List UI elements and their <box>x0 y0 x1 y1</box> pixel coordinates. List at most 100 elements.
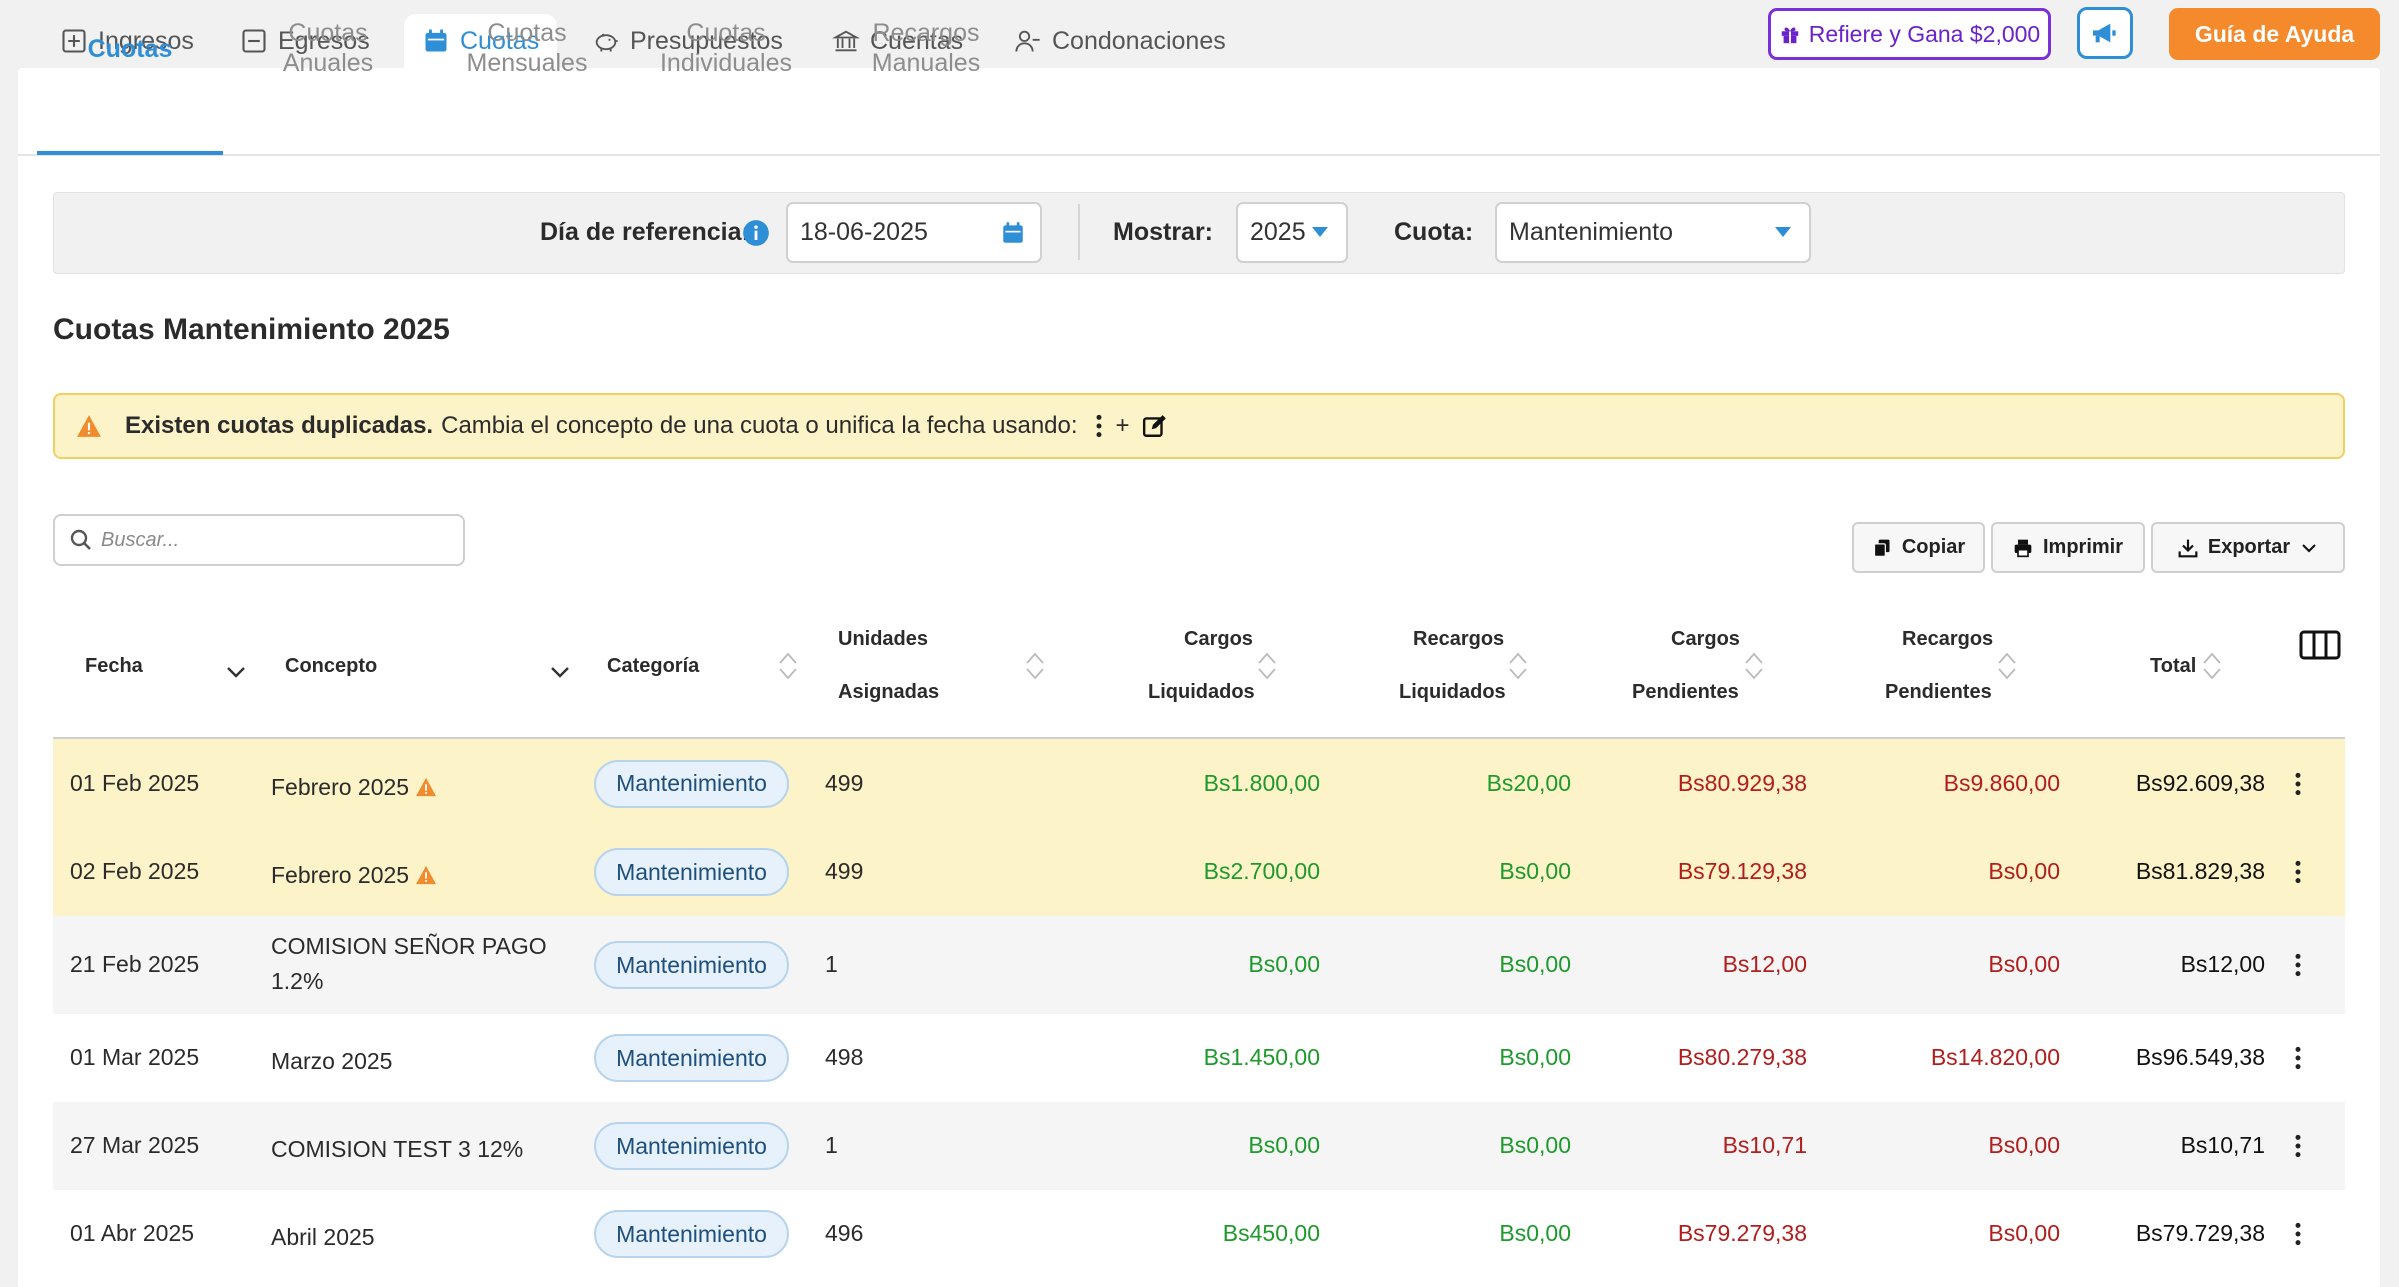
tab-condonaciones[interactable]: Condonaciones <box>1004 14 1236 68</box>
kebab-menu-icon[interactable] <box>2294 952 2302 978</box>
date-cell: 01 Feb 2025 <box>70 769 200 796</box>
cargos-liquidados-cell: Bs2.700,00 <box>1203 858 1320 884</box>
piggy-bank-icon <box>595 33 618 52</box>
concept-text: Febrero 2025 <box>271 773 410 800</box>
cargos-liquidados-cell: Bs0,00 <box>1248 951 1320 977</box>
user-minus-icon <box>1015 30 1040 52</box>
cuota-select[interactable]: Mantenimiento <box>1495 202 1811 263</box>
subtab-cuotas[interactable]: Cuotas <box>37 34 223 64</box>
col-header-fecha[interactable]: Fecha <box>85 655 143 677</box>
sort-icon[interactable] <box>2201 651 2223 681</box>
table-row[interactable]: 01 Feb 2025 Febrero 2025 Mantenimiento 499 B… <box>53 739 2345 828</box>
reference-date-value: 18-06-2025 <box>800 218 928 246</box>
top-nav: Ingresos Egresos Cuotas Presupuestos Cue… <box>0 0 2399 68</box>
tab-ingresos[interactable]: Ingresos <box>50 14 204 68</box>
tab-label: Cuotas <box>460 26 540 55</box>
warning-icon <box>416 777 437 796</box>
year-select[interactable]: 2025 <box>1236 202 1348 263</box>
subtab-label: Cuotas <box>288 19 368 47</box>
col-header-total[interactable]: Total <box>2150 655 2197 677</box>
announcements-button[interactable] <box>2077 7 2133 59</box>
refer-button[interactable]: Refiere y Gana $2,000 <box>1768 8 2051 60</box>
tab-cuotas[interactable]: Cuotas <box>404 14 558 68</box>
sort-icon[interactable] <box>777 651 799 681</box>
subtab-label: Cuotas <box>686 19 766 47</box>
sort-icon[interactable] <box>1256 651 1278 681</box>
category-badge: Mantenimiento <box>594 759 789 808</box>
table-row[interactable]: 02 Feb 2025 Febrero 2025 Mantenimiento 499 B… <box>53 828 2345 916</box>
tab-label: Egresos <box>278 26 370 55</box>
recargos-pendientes-cell: Bs14.820,00 <box>1930 1044 2060 1070</box>
col-header-cargos-pendientes[interactable]: Cargos <box>1671 628 1740 650</box>
sort-icon[interactable] <box>1024 651 1046 681</box>
reference-date-input[interactable]: 18-06-2025 <box>786 202 1042 263</box>
kebab-menu-icon[interactable] <box>2294 859 2302 885</box>
col-header-recargos-liquidados[interactable]: Recargos <box>1413 628 1505 650</box>
alert-title: Existen cuotas duplicadas. <box>125 412 434 439</box>
cargos-pendientes-cell: Bs80.279,38 <box>1677 1044 1807 1070</box>
col-header-recargos-pendientes[interactable]: Recargos <box>1902 628 1994 650</box>
total-cell: Bs10,71 <box>2180 1132 2265 1158</box>
copy-button[interactable]: Copiar <box>1852 522 1985 573</box>
recargos-pendientes-cell: Bs9.860,00 <box>1943 769 2060 796</box>
table-row[interactable]: 27 Mar 2025 COMISION TEST 3 12% Mantenimie… <box>53 1102 2345 1190</box>
concept-cell: COMISION TEST 3 12% <box>271 1132 523 1167</box>
col-header-recargos-pendientes-line2: Pendientes <box>1885 681 1992 703</box>
tab-egresos[interactable]: Egresos <box>230 14 380 68</box>
export-label: Exportar <box>2207 536 2291 558</box>
col-header-concepto[interactable]: Concepto <box>285 655 378 677</box>
col-header-cargos-liquidados[interactable]: Cargos <box>1184 628 1253 650</box>
reference-date-label: Día de referencia: <box>540 218 750 246</box>
columns-icon[interactable] <box>2299 630 2341 660</box>
date-cell: 21 Feb 2025 <box>70 951 200 977</box>
category-badge: Mantenimiento <box>594 1122 789 1170</box>
concept-text: COMISION TEST 3 12% <box>271 1136 524 1162</box>
units-cell: 498 <box>825 1044 864 1070</box>
edit-icon <box>1142 415 1166 437</box>
sort-icon[interactable] <box>1743 651 1765 681</box>
total-cell: Bs81.829,38 <box>2135 858 2265 884</box>
subtab-cuotas-anuales[interactable]: Cuotas Anuales <box>250 18 406 78</box>
refer-label: Refiere y Gana $2,000 <box>1808 20 2041 47</box>
col-header-categoria[interactable]: Categoría <box>607 655 700 677</box>
filter-bar <box>53 192 2345 274</box>
concept-cell: COMISION SEÑOR PAGO 1.2% <box>271 929 547 999</box>
table-row[interactable]: 01 Mar 2025 Marzo 2025 Mantenimiento 498 Bs1… <box>53 1014 2345 1102</box>
date-cell: 01 Mar 2025 <box>70 1044 200 1070</box>
subtab-label: Individuales <box>659 49 793 77</box>
col-header-unidades[interactable]: Unidades <box>838 628 929 650</box>
recargos-pendientes-cell: Bs0,00 <box>1988 951 2060 977</box>
cargos-pendientes-cell: Bs80.929,38 <box>1677 769 1807 796</box>
sort-icon[interactable] <box>1996 651 2018 681</box>
info-icon[interactable] <box>742 219 770 247</box>
concept-text: Abril 2025 <box>271 1224 375 1250</box>
print-button[interactable]: Imprimir <box>1991 522 2145 573</box>
kebab-menu-icon[interactable] <box>2294 1221 2302 1247</box>
kebab-menu-icon[interactable] <box>2294 1045 2302 1071</box>
tab-cuentas[interactable]: Cuentas <box>822 14 973 68</box>
subtab-recargos-manuales[interactable]: Recargos Manuales <box>848 18 1004 78</box>
tab-presupuestos[interactable]: Presupuestos <box>582 14 793 68</box>
chevron-down-icon[interactable] <box>224 660 248 684</box>
kebab-menu-icon[interactable] <box>2294 771 2302 797</box>
export-button[interactable]: Exportar <box>2151 522 2345 573</box>
total-cell: Bs79.729,38 <box>2135 1220 2265 1246</box>
search-input[interactable] <box>101 528 421 552</box>
plus-sign: + <box>1115 412 1130 439</box>
cargos-pendientes-cell: Bs10,71 <box>1722 1132 1807 1158</box>
table-row[interactable]: 01 Abr 2025 Abril 2025 Mantenimiento 496 Bs4… <box>53 1190 2345 1278</box>
year-value: 2025 <box>1250 218 1306 246</box>
help-guide-button[interactable]: Guía de Ayuda <box>2169 8 2380 60</box>
tab-label: Ingresos <box>98 26 194 55</box>
header-divider <box>53 737 2345 739</box>
subtab-cuotas-individuales[interactable]: Cuotas Individuales <box>644 18 808 78</box>
sort-icon[interactable] <box>1507 651 1529 681</box>
table-row[interactable]: 21 Feb 2025 COMISION SEÑOR PAGO 1.2% Manten… <box>53 916 2345 1014</box>
recargos-liquidados-cell: Bs0,00 <box>1499 1132 1571 1158</box>
chevron-down-icon <box>1775 227 1791 237</box>
subtab-cuotas-mensuales[interactable]: Cuotas Mensuales <box>444 18 610 78</box>
chevron-down-icon[interactable] <box>548 660 572 684</box>
kebab-menu-icon[interactable] <box>2294 1133 2302 1159</box>
duplicate-warning-alert: Existen cuotas duplicadas. Cambia el con… <box>53 393 2345 459</box>
chevron-down-icon <box>2302 543 2316 552</box>
